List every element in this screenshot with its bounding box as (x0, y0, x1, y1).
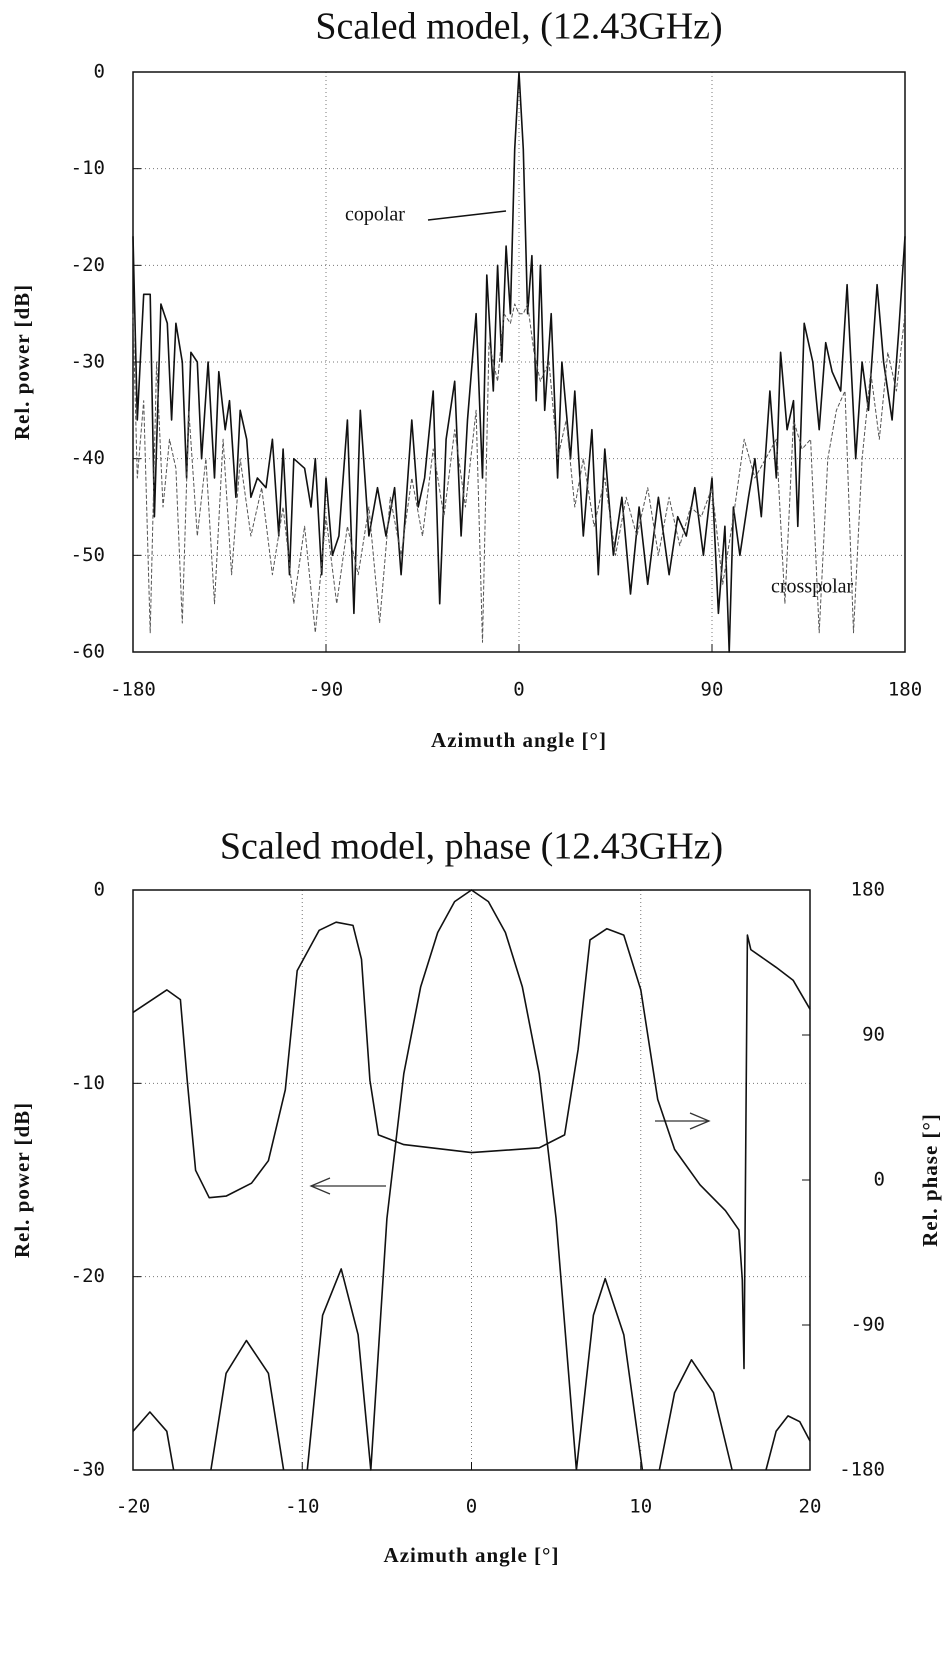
x-axis-label: Azimuth angle [°] (384, 1543, 560, 1567)
series-annotation: copolar (345, 204, 405, 226)
x-tick-label: 0 (513, 679, 524, 701)
series-line (132, 303, 906, 643)
y-tick-label: -50 (71, 544, 105, 566)
leader-line (427, 210, 507, 221)
x-axis-label: Azimuth angle [°] (431, 728, 607, 752)
x-tick-label: -180 (110, 679, 156, 701)
y-tick-label: -40 (71, 447, 105, 469)
y2-tick-label: 90 (862, 1024, 885, 1046)
y2-tick-label: -90 (851, 1314, 885, 1336)
y-tick-label: -20 (71, 254, 105, 276)
y-tick-label: -10 (71, 1072, 105, 1094)
y-tick-label: -10 (71, 157, 105, 179)
y2-tick-label: 180 (851, 879, 885, 901)
x-tick-label: 20 (799, 1496, 822, 1518)
x-tick-label: -90 (309, 679, 343, 701)
y-tick-label: -30 (71, 351, 105, 373)
y-tick-label: -20 (71, 1265, 105, 1287)
x-tick-label: 180 (888, 679, 922, 701)
arrow-right (655, 1112, 711, 1130)
y2-tick-label: 0 (874, 1169, 885, 1191)
y-tick-label: 0 (94, 61, 105, 83)
chart-title: Scaled model, phase (12.43GHz) (220, 826, 723, 868)
series-line (132, 71, 906, 653)
x-tick-label: -20 (116, 1496, 150, 1518)
x-tick-label: 10 (629, 1496, 652, 1518)
x-tick-label: -10 (285, 1496, 319, 1518)
series-line (132, 921, 811, 1370)
y-tick-label: -30 (71, 1459, 105, 1481)
chart-title: Scaled model, (12.43GHz) (315, 6, 722, 48)
series-annotation: crosspolar (771, 576, 854, 598)
y-tick-label: 0 (94, 879, 105, 901)
y-axis-label: Rel. power [dB] (10, 1102, 34, 1258)
y2-axis-label: Rel. phase [°] (918, 1113, 942, 1247)
x-tick-label: 0 (466, 1496, 477, 1518)
x-tick-label: 90 (701, 679, 724, 701)
y2-tick-label: -180 (839, 1459, 885, 1481)
y-tick-label: -60 (71, 641, 105, 663)
y-axis-label: Rel. power [dB] (10, 284, 34, 440)
arrow-left (309, 1177, 386, 1195)
series-line (132, 889, 811, 1471)
